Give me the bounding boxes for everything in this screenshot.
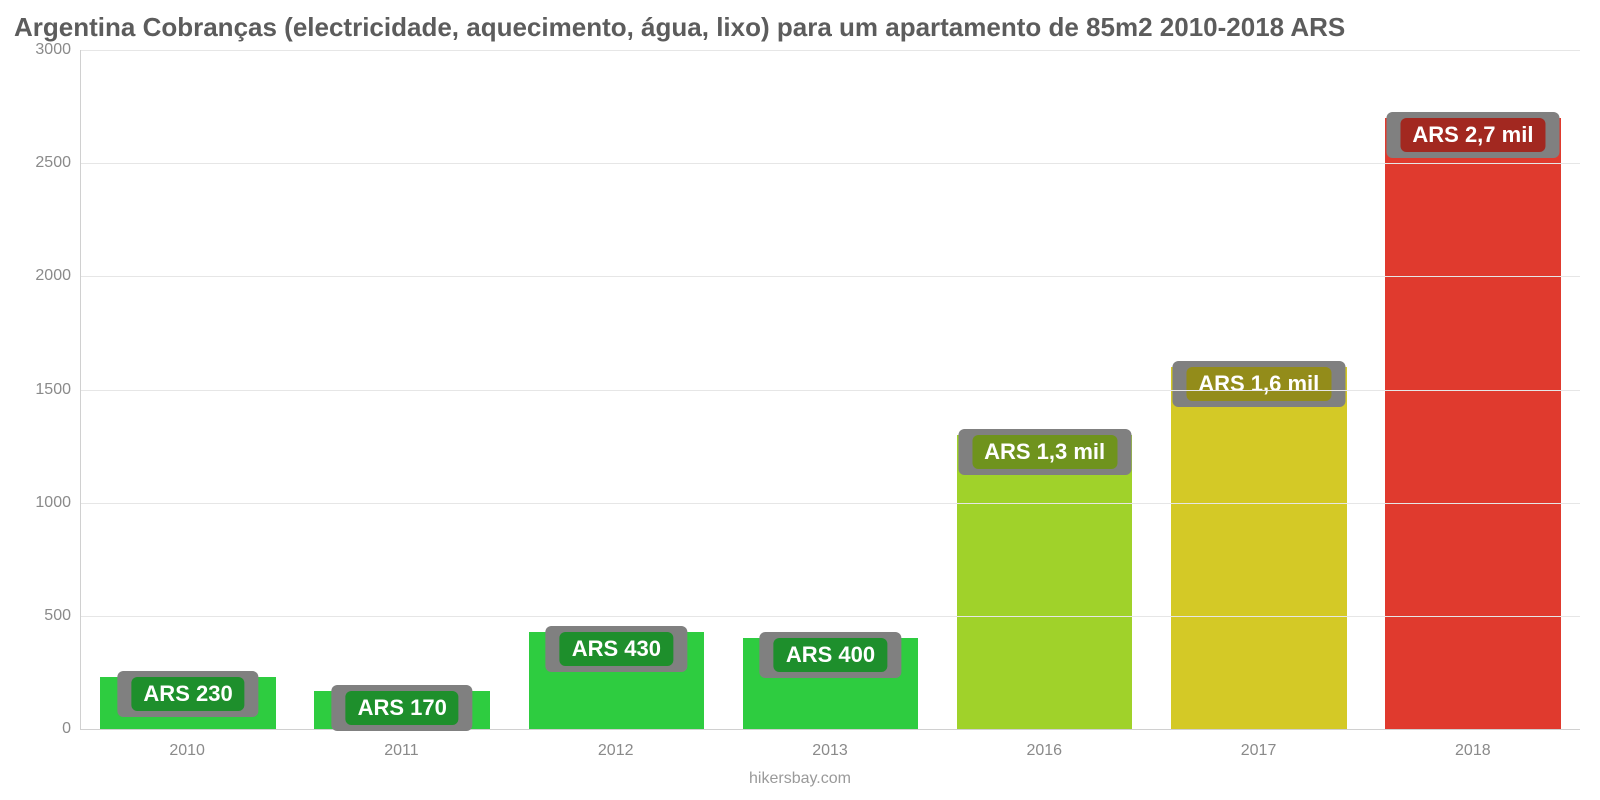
x-tick-label: 2017 [1151, 742, 1365, 760]
bar: ARS 1,3 mil [957, 435, 1133, 729]
grid-line [81, 50, 1580, 51]
value-badge-text: ARS 230 [131, 677, 244, 711]
plot-area: ARS 230 ARS 170 ARS 430 ARS 400 ARS 1,3 mil A… [80, 50, 1580, 730]
value-badge-text: ARS 1,6 mil [1186, 367, 1331, 401]
value-badge: ARS 430 [546, 626, 687, 672]
grid-line [81, 390, 1580, 391]
x-tick-label: 2018 [1366, 742, 1580, 760]
bar: ARS 1,6 mil [1171, 367, 1347, 729]
chart-title: Argentina Cobranças (electricidade, aque… [10, 12, 1590, 43]
x-axis-labels: 2010201120122013201620172018 [80, 742, 1580, 760]
value-badge: ARS 170 [332, 685, 473, 731]
y-tick-label: 1000 [35, 494, 81, 512]
x-tick-label: 2012 [509, 742, 723, 760]
x-tick-label: 2011 [294, 742, 508, 760]
bar: ARS 230 [100, 677, 276, 729]
grid-line [81, 616, 1580, 617]
bar: ARS 400 [743, 638, 919, 729]
bar: ARS 170 [314, 691, 490, 729]
value-badge: ARS 1,3 mil [958, 429, 1131, 475]
value-badge: ARS 230 [117, 671, 258, 717]
value-badge: ARS 2,7 mil [1386, 112, 1559, 158]
value-badge: ARS 1,6 mil [1172, 361, 1345, 407]
y-tick-label: 1500 [35, 381, 81, 399]
grid-line [81, 503, 1580, 504]
bar: ARS 430 [529, 632, 705, 729]
value-badge-text: ARS 430 [560, 632, 673, 666]
y-tick-label: 0 [62, 720, 81, 738]
bar: ARS 2,7 mil [1385, 118, 1561, 729]
y-tick-label: 3000 [35, 41, 81, 59]
value-badge-text: ARS 400 [774, 638, 887, 672]
value-badge-text: ARS 2,7 mil [1400, 118, 1545, 152]
grid-line [81, 276, 1580, 277]
y-tick-label: 500 [44, 607, 81, 625]
value-badge: ARS 400 [760, 632, 901, 678]
chart-container: Argentina Cobranças (electricidade, aque… [0, 0, 1600, 800]
x-tick-label: 2013 [723, 742, 937, 760]
x-tick-label: 2016 [937, 742, 1151, 760]
y-tick-label: 2000 [35, 267, 81, 285]
x-tick-label: 2010 [80, 742, 294, 760]
grid-line [81, 163, 1580, 164]
y-tick-label: 2500 [35, 154, 81, 172]
value-badge-text: ARS 1,3 mil [972, 435, 1117, 469]
value-badge-text: ARS 170 [346, 691, 459, 725]
chart-footer: hikersbay.com [0, 770, 1600, 788]
